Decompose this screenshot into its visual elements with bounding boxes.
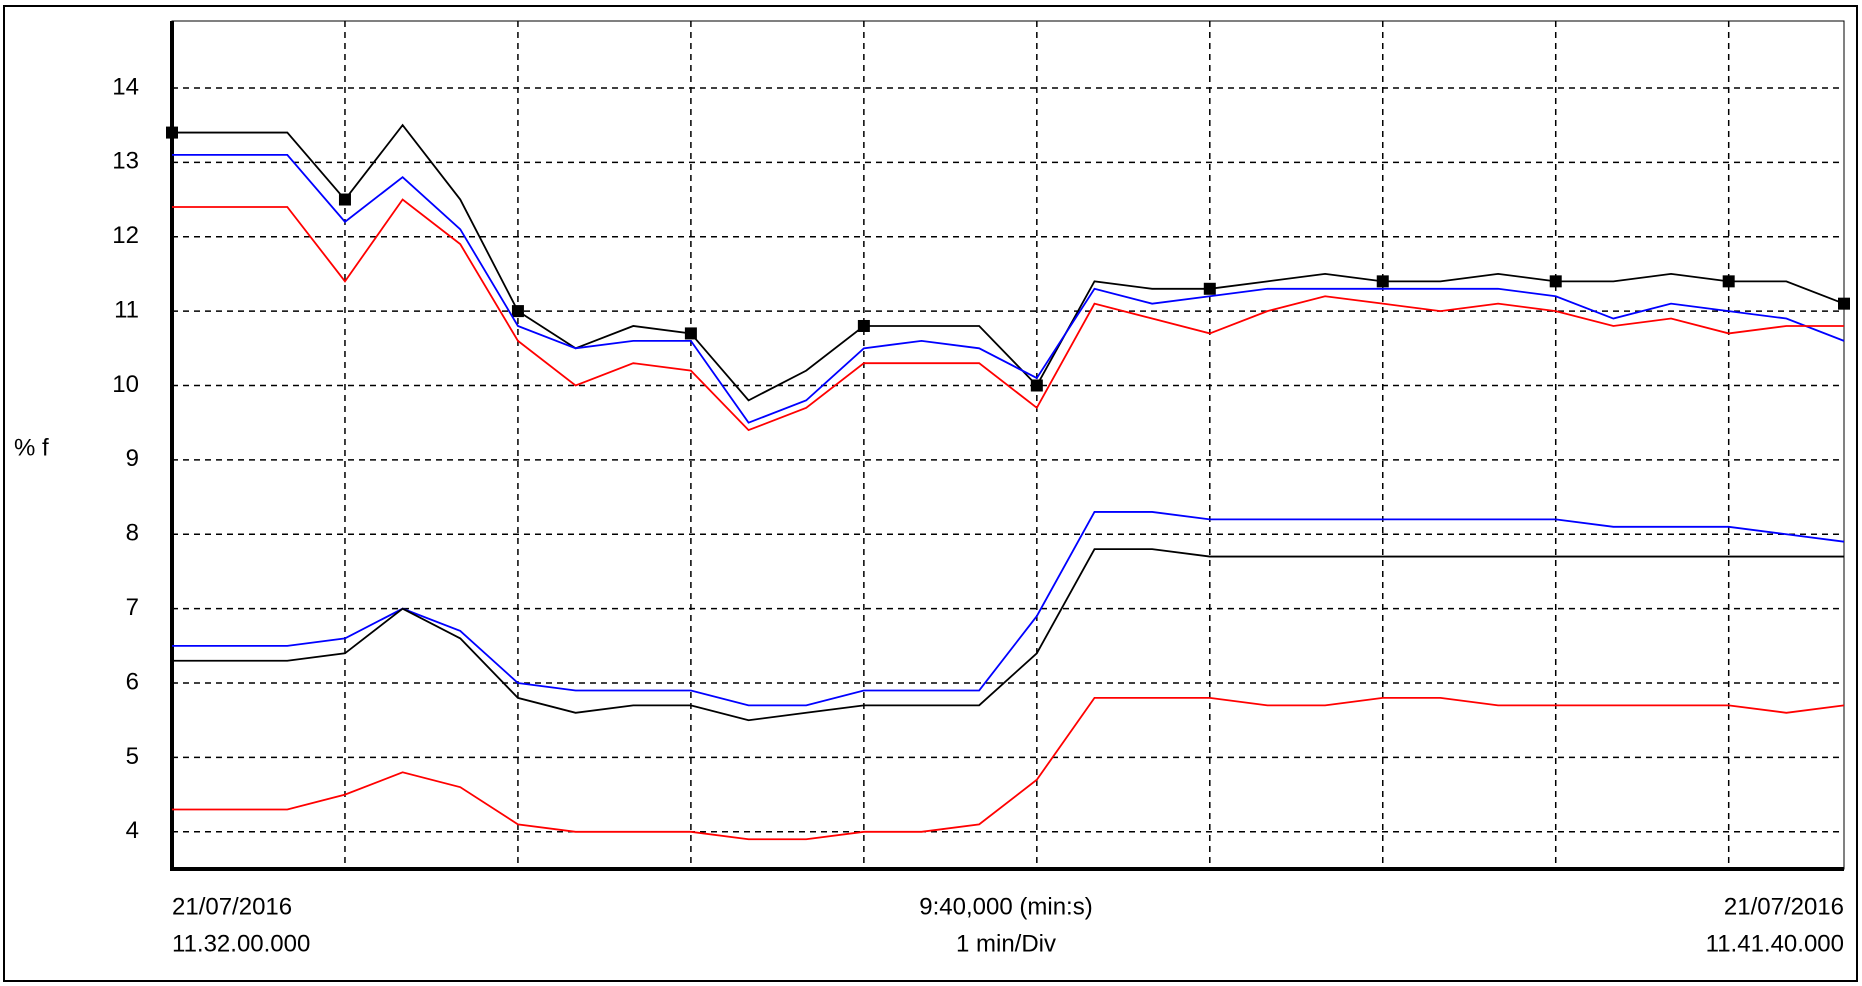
y-tick-label: 13 xyxy=(112,148,139,175)
series-line xyxy=(172,697,1845,841)
y-axis-label: % f xyxy=(14,434,49,461)
y-tick-label: 7 xyxy=(126,594,139,621)
marker xyxy=(1722,275,1735,288)
start-time: 11.32.00.000 xyxy=(172,930,310,957)
marker xyxy=(1203,282,1216,295)
marker xyxy=(1549,275,1562,288)
y-tick-label: 12 xyxy=(112,222,139,249)
marker xyxy=(511,305,524,318)
marker xyxy=(1838,297,1850,310)
end-time: 11.41.40.000 xyxy=(1706,930,1844,957)
div-label: 1 min/Div xyxy=(956,930,1056,957)
marker xyxy=(338,193,351,206)
series-line xyxy=(172,548,1844,722)
span-label: 9:40,000 (min:s) xyxy=(919,893,1092,920)
end-date: 21/07/2016 xyxy=(1724,893,1844,920)
y-tick-label: 10 xyxy=(112,371,139,398)
series-line xyxy=(172,198,1844,432)
y-tick-label: 9 xyxy=(126,445,139,472)
y-tick-label: 11 xyxy=(114,296,139,323)
y-tick-label: 8 xyxy=(126,520,139,547)
marker xyxy=(1030,379,1043,392)
marker xyxy=(857,319,870,332)
plot-area xyxy=(171,20,1845,870)
y-tick-label: 14 xyxy=(112,73,139,100)
frame xyxy=(3,5,1858,982)
series-line xyxy=(172,511,1845,707)
series-line xyxy=(172,123,1845,402)
series-line xyxy=(172,153,1845,424)
start-date: 21/07/2016 xyxy=(172,893,292,920)
y-tick-label: 5 xyxy=(126,743,139,770)
marker xyxy=(684,327,697,340)
marker xyxy=(1376,275,1389,288)
marker xyxy=(166,126,178,139)
y-tick-label: 4 xyxy=(126,817,139,844)
y-tick-label: 6 xyxy=(126,668,139,695)
